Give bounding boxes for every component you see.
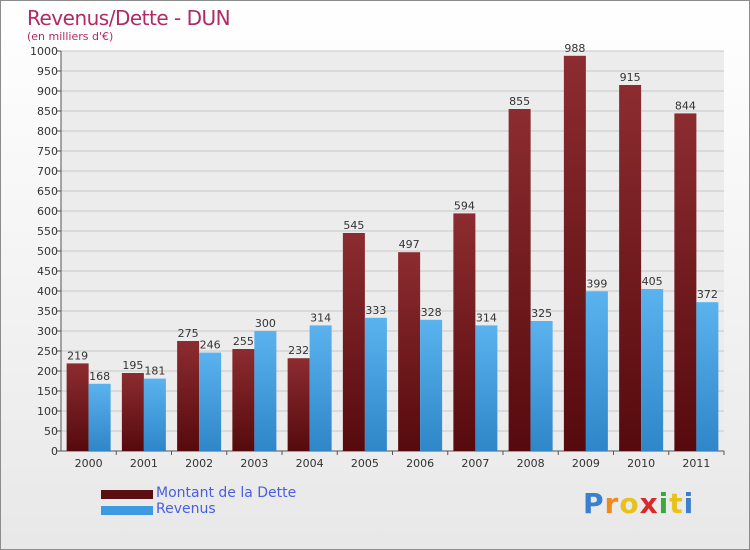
legend-swatch-debt xyxy=(101,490,153,499)
data-label-revenus: 372 xyxy=(697,288,718,301)
data-label-debt: 988 xyxy=(564,42,585,55)
data-label-debt: 844 xyxy=(675,99,696,112)
x-tick-label: 2005 xyxy=(351,457,379,470)
x-tick-label: 2011 xyxy=(682,457,710,470)
data-label-debt: 255 xyxy=(233,335,254,348)
y-tick-label: 800 xyxy=(37,125,58,138)
x-tick-label: 2001 xyxy=(130,457,158,470)
data-label-debt: 915 xyxy=(620,71,641,84)
data-label-revenus: 168 xyxy=(89,370,110,383)
data-label-debt: 232 xyxy=(288,344,309,357)
data-label-debt: 855 xyxy=(509,95,530,108)
logo-letter: i xyxy=(658,487,670,520)
y-tick-label: 400 xyxy=(37,285,58,298)
x-tick-label: 2003 xyxy=(240,457,268,470)
data-label-debt: 219 xyxy=(67,349,88,362)
x-tick-label: 2010 xyxy=(627,457,655,470)
y-tick-label: 200 xyxy=(37,365,58,378)
y-tick-label: 750 xyxy=(37,145,58,158)
bar-revenus xyxy=(641,289,664,451)
bar-revenus xyxy=(696,302,719,451)
logo-letter: r xyxy=(604,487,620,520)
data-label-revenus: 314 xyxy=(476,311,497,324)
legend-label-debt: Montant de la Dette xyxy=(156,485,297,501)
data-label-debt: 545 xyxy=(343,219,364,232)
data-label-debt: 497 xyxy=(399,238,420,251)
bar-debt xyxy=(177,341,200,451)
bar-revenus xyxy=(420,319,443,451)
y-tick-label: 900 xyxy=(37,85,58,98)
y-tick-label: 300 xyxy=(37,325,58,338)
legend-label-revenus: Revenus xyxy=(156,501,216,517)
legend-swatch-revenus xyxy=(101,506,153,515)
x-tick-label: 2004 xyxy=(296,457,324,470)
y-tick-label: 950 xyxy=(37,65,58,78)
data-label-debt: 594 xyxy=(454,199,475,212)
x-tick-label: 2006 xyxy=(406,457,434,470)
bar-debt xyxy=(563,55,586,452)
chart-title: Revenus/Dette - DUN xyxy=(27,6,231,30)
y-tick-label: 1000 xyxy=(30,45,58,58)
y-tick-label: 250 xyxy=(37,345,58,358)
y-tick-label: 500 xyxy=(37,245,58,258)
proxiti-logo: Proxiti xyxy=(583,487,694,520)
bar-debt xyxy=(398,252,421,451)
logo-letter: t xyxy=(669,487,684,520)
y-tick-label: 150 xyxy=(37,385,58,398)
logo-letter: P xyxy=(583,487,605,520)
data-label-revenus: 333 xyxy=(365,304,386,317)
bar-debt xyxy=(453,213,476,451)
data-label-revenus: 405 xyxy=(642,275,663,288)
y-tick-label: 50 xyxy=(44,425,58,438)
bar-revenus xyxy=(530,321,553,451)
data-label-revenus: 246 xyxy=(200,339,221,352)
y-tick-label: 0 xyxy=(51,445,58,458)
logo-letter: o xyxy=(619,487,640,520)
bar-revenus xyxy=(199,352,222,451)
y-tick-label: 850 xyxy=(37,105,58,118)
chart-subtitle: (en milliers d'€) xyxy=(27,30,114,43)
bar-debt xyxy=(674,113,697,452)
bar-revenus xyxy=(254,331,277,451)
bar-debt xyxy=(619,85,642,451)
bar-revenus xyxy=(475,325,498,451)
bar-debt xyxy=(121,373,144,451)
x-tick-label: 2008 xyxy=(517,457,545,470)
bar-revenus xyxy=(364,317,387,451)
data-label-revenus: 300 xyxy=(255,317,276,330)
data-label-revenus: 325 xyxy=(531,307,552,320)
x-tick-label: 2000 xyxy=(75,457,103,470)
x-tick-label: 2002 xyxy=(185,457,213,470)
data-label-revenus: 314 xyxy=(310,311,331,324)
data-label-revenus: 181 xyxy=(144,365,165,378)
logo-letter: x xyxy=(639,487,659,520)
y-tick-label: 100 xyxy=(37,405,58,418)
bar-revenus xyxy=(88,383,111,451)
y-tick-label: 650 xyxy=(37,185,58,198)
bar-debt xyxy=(342,233,365,451)
bar-revenus xyxy=(309,325,332,451)
bar-revenus xyxy=(143,378,166,451)
y-tick-label: 700 xyxy=(37,165,58,178)
bar-debt xyxy=(66,363,89,451)
bar-revenus xyxy=(585,291,608,451)
data-label-revenus: 399 xyxy=(586,277,607,290)
x-tick-label: 2007 xyxy=(461,457,489,470)
y-tick-label: 550 xyxy=(37,225,58,238)
y-tick-label: 600 xyxy=(37,205,58,218)
y-tick-label: 450 xyxy=(37,265,58,278)
data-label-debt: 275 xyxy=(178,327,199,340)
bar-debt xyxy=(232,349,255,451)
x-tick-label: 2009 xyxy=(572,457,600,470)
y-tick-label: 350 xyxy=(37,305,58,318)
data-label-debt: 195 xyxy=(122,359,143,372)
logo-letter: i xyxy=(683,487,695,520)
data-label-revenus: 328 xyxy=(421,306,442,319)
bar-debt xyxy=(508,109,531,451)
bar-debt xyxy=(287,358,310,451)
